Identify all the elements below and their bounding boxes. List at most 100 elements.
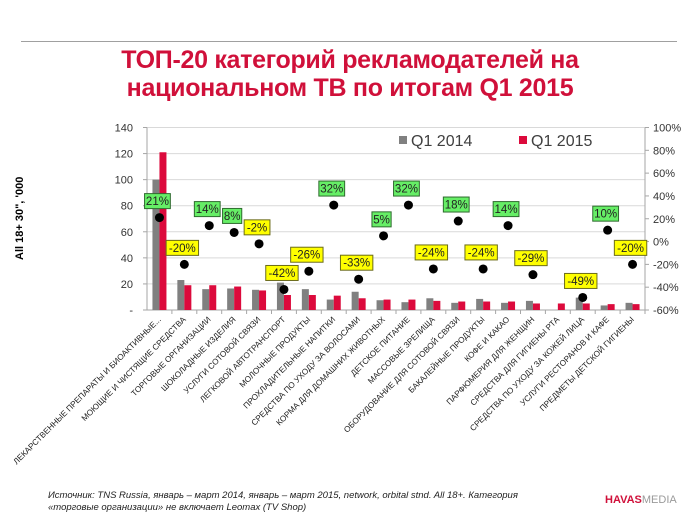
change-label-box	[514, 250, 548, 267]
bar-q1-2014	[326, 299, 334, 310]
change-dot	[354, 274, 364, 284]
y-tick-label: 100	[115, 175, 133, 187]
change-dot	[403, 200, 413, 210]
change-label: -29%	[518, 253, 545, 265]
bar-q1-2014	[202, 289, 210, 310]
change-label-box	[193, 201, 221, 218]
bar-q1-2015	[607, 304, 615, 310]
bar-q1-2014	[501, 302, 509, 310]
bar-q1-2015	[333, 295, 341, 310]
havas-media-logo: HAVASMEDIA	[605, 494, 677, 506]
change-label: 5%	[373, 214, 390, 226]
change-dot	[603, 225, 613, 235]
source-line-1: Источник: TNS Russia, январь – март 2014…	[48, 490, 518, 501]
y-tick-label: 80	[121, 201, 133, 213]
y-tick-label: 60	[121, 227, 133, 239]
bar-q1-2015	[209, 285, 217, 310]
change-label-box	[613, 239, 648, 256]
y2-tick-label: 100%	[653, 123, 681, 135]
bar-q1-2015	[159, 152, 167, 310]
change-label: 14%	[196, 204, 219, 216]
bar-q1-2014	[152, 179, 160, 310]
change-dot	[379, 231, 389, 241]
logo-havas: HAVAS	[605, 494, 642, 506]
change-label-box	[492, 201, 520, 218]
change-label: -24%	[468, 247, 495, 259]
y2-tick-label: 20%	[653, 214, 675, 226]
change-label: 10%	[594, 209, 617, 221]
change-label-box	[290, 246, 324, 263]
bar-q1-2014	[177, 280, 185, 310]
change-label-box	[222, 207, 243, 224]
change-dot	[204, 221, 214, 231]
change-dot	[578, 292, 588, 302]
change-label: 32%	[320, 184, 343, 196]
bar-q1-2015	[483, 301, 491, 310]
change-label-box	[165, 239, 200, 256]
legend-label-q1-2015: Q1 2015	[531, 133, 592, 150]
y2-tick-label: 80%	[653, 145, 675, 157]
source-line-2: «торговые организации» не включает Leoma…	[48, 502, 307, 513]
bar-q1-2014	[351, 291, 359, 310]
bar-q1-2014	[600, 305, 608, 310]
bar-q1-2015	[433, 300, 441, 310]
bar-q1-2015	[632, 304, 640, 310]
legend-swatch-q1-2014	[399, 136, 407, 144]
change-dot	[628, 259, 638, 269]
y-tick-label: 20	[121, 279, 133, 291]
bar-q1-2014	[575, 297, 583, 310]
category-label: КОФЕ И КАКАО	[463, 315, 512, 364]
y2-tick-label: -60%	[653, 305, 679, 317]
y2-tick-label: 0%	[653, 237, 669, 249]
change-dot	[503, 221, 513, 231]
change-dot	[453, 216, 463, 226]
change-label: -2%	[247, 222, 267, 234]
change-label-box	[393, 180, 420, 197]
legend-label-q1-2014: Q1 2014	[411, 133, 472, 150]
change-label-box	[243, 219, 271, 236]
bar-q1-2015	[408, 299, 416, 310]
bar-q1-2015	[383, 299, 391, 310]
change-label-box	[564, 272, 598, 289]
change-label-box	[144, 193, 171, 210]
change-label-box	[339, 254, 374, 271]
bar-q1-2015	[234, 286, 242, 310]
y-tick-label: 40	[121, 253, 133, 265]
legend-swatch-q1-2015	[519, 136, 527, 144]
category-label: МОЮЩИЕ И ЧИСТЯЩИЕ СРЕДСТВА	[80, 315, 188, 423]
bar-chart: - 20 40 60 80 100 120 140 -60% -40% -20% 0% 20% 40% 60…	[12, 123, 682, 467]
y2-tick-label: 60%	[653, 168, 675, 180]
bar-q1-2015	[308, 295, 316, 310]
change-label: 18%	[445, 200, 468, 212]
change-label-box	[414, 244, 449, 261]
change-label: -20%	[169, 243, 196, 255]
category-label: ПРОХЛАДИТЕЛЬНЫЕ НАПИТКИ	[242, 315, 338, 411]
y2-tick-label: -20%	[653, 259, 679, 271]
bar-q1-2014	[401, 302, 409, 310]
source-note: Источник: TNS Russia, январь – март 2014…	[48, 490, 548, 514]
logo-media: MEDIA	[641, 494, 677, 506]
change-label-box	[592, 205, 620, 222]
y-tick-label: 140	[115, 123, 133, 135]
change-dot	[428, 264, 438, 274]
change-label-box	[265, 264, 299, 281]
bar-q1-2014	[476, 298, 484, 310]
change-label-box	[464, 244, 498, 261]
bar-q1-2014	[625, 302, 633, 310]
category-label: СРЕДСТВА ПО УХОДУ ЗА КОЖЕЙ ЛИЦА	[467, 313, 587, 433]
bar-q1-2014	[227, 288, 235, 310]
change-label: -49%	[567, 276, 594, 288]
bar-q1-2015	[283, 295, 291, 310]
y-tick-label: 120	[115, 149, 133, 161]
bar-q1-2015	[259, 290, 267, 310]
change-label: 14%	[495, 204, 518, 216]
bar-q1-2015	[557, 303, 565, 310]
bar-q1-2014	[451, 302, 459, 310]
change-label: -24%	[418, 247, 445, 259]
bar-q1-2015	[184, 285, 192, 310]
change-dot	[528, 270, 538, 280]
bar-q1-2015	[532, 303, 540, 310]
bar-q1-2014	[252, 289, 260, 310]
change-dot	[179, 259, 189, 269]
change-label: 32%	[395, 184, 418, 196]
